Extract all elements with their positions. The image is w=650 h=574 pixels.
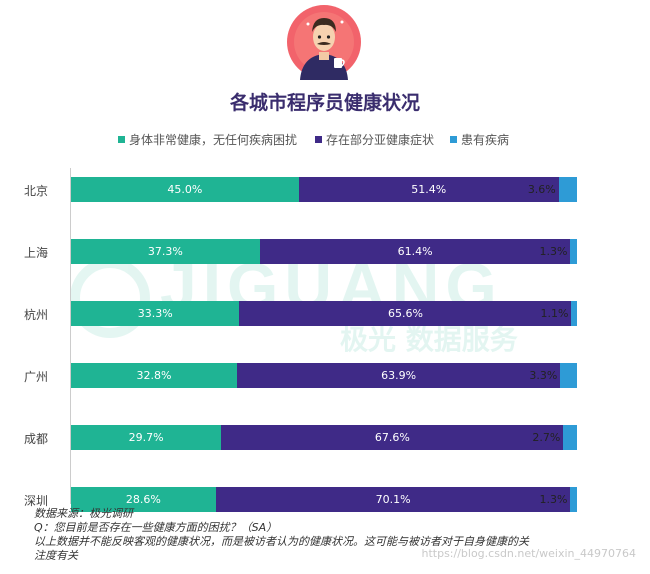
legend-swatch-ill [450, 136, 457, 143]
data-label-healthy: 37.3% [147, 245, 183, 258]
data-label-healthy: 32.8% [136, 369, 172, 382]
chart-legend: 身体非常健康，无任何疾病困扰 存在部分亚健康症状 患有疾病 [0, 131, 650, 149]
bar-segment-ill: 1.1% [540, 301, 577, 326]
bar-segment-subhealth: 61.4% [259, 239, 571, 264]
footnote-note-line2: 注度有关 [34, 549, 78, 562]
bar-segment-healthy: 37.3% [71, 239, 260, 264]
bar-segment-subhealth: 65.6% [239, 301, 572, 326]
data-label-ill: 1.3% [539, 493, 568, 506]
data-label-subhealth: 65.6% [387, 307, 423, 320]
footnote: 数据来源：极光调研 Q：您目前是否存在一些健康方面的困扰？（SA） 以上数据并不… [34, 507, 614, 563]
legend-item-ill: 患有疾病 [450, 131, 509, 148]
bar-segment-subhealth: 51.4% [298, 177, 559, 202]
data-label-ill: 3.3% [529, 369, 558, 382]
legend-swatch-healthy [118, 136, 125, 143]
category-label: 广州 [24, 370, 49, 384]
data-label-ill: 1.3% [539, 245, 568, 258]
stacked-bar: 37.3% 61.4% 1.3% [71, 239, 577, 264]
bar-segment-healthy: 28.6% [71, 487, 216, 512]
data-label-healthy: 28.6% [125, 493, 161, 506]
data-label-subhealth: 67.6% [374, 431, 410, 444]
data-label-ill: 2.7% [532, 431, 561, 444]
bar-segment-ill: 1.3% [539, 239, 577, 264]
stacked-bar: 29.7% 67.6% 2.7% [71, 425, 577, 450]
data-label-healthy: 29.7% [128, 431, 164, 444]
data-label-healthy: 45.0% [167, 183, 203, 196]
bar-segment-ill: 3.3% [529, 363, 577, 388]
bar-segment-healthy: 29.7% [71, 425, 222, 450]
url-watermark: https://blog.csdn.net/weixin_44970764 [421, 547, 636, 560]
category-axis-line [70, 168, 71, 504]
bar-segment-subhealth: 67.6% [221, 425, 564, 450]
chart-title: 各城市程序员健康状况 [229, 92, 420, 114]
legend-label-ill: 患有疾病 [461, 133, 510, 147]
data-label-subhealth: 63.9% [381, 369, 417, 382]
bar-segment-ill: 1.3% [539, 487, 577, 512]
footnote-note-line1: 以上数据并不能反映客观的健康状况，而是被访者认为的健康状况。这可能与被访者对于自… [34, 535, 529, 548]
bar-segment-healthy: 45.0% [71, 177, 299, 202]
bar-segment-subhealth: 63.9% [236, 363, 561, 388]
footnote-source: 数据来源：极光调研 [34, 507, 133, 520]
legend-label-healthy: 身体非常健康，无任何疾病困扰 [129, 133, 298, 147]
legend-label-subhealth: 存在部分亚健康症状 [326, 133, 435, 147]
stacked-bar: 28.6% 70.1% 1.3% [71, 487, 577, 512]
data-label-subhealth: 51.4% [411, 183, 447, 196]
bar-segment-healthy: 32.8% [71, 363, 237, 388]
bar-segment-ill: 2.7% [532, 425, 577, 450]
category-label: 北京 [24, 184, 49, 198]
brand-watermark-logo-icon [70, 258, 150, 338]
category-label: 成都 [24, 432, 49, 446]
stacked-bar: 33.3% 65.6% 1.1% [71, 301, 577, 326]
data-label-ill: 1.1% [540, 307, 569, 320]
category-label: 上海 [24, 246, 49, 260]
data-label-ill: 3.6% [527, 183, 556, 196]
legend-item-healthy: 身体非常健康，无任何疾病困扰 [118, 131, 297, 148]
programmer-avatar-icon [287, 5, 361, 80]
bar-segment-healthy: 33.3% [71, 301, 240, 326]
legend-item-subhealth: 存在部分亚健康症状 [315, 131, 434, 148]
data-label-subhealth: 61.4% [397, 245, 433, 258]
data-label-subhealth: 70.1% [375, 493, 411, 506]
bar-segment-subhealth: 70.1% [215, 487, 571, 512]
legend-swatch-subhealth [315, 136, 322, 143]
bar-segment-ill: 3.6% [528, 177, 577, 202]
stacked-bar: 32.8% 63.9% 3.3% [71, 363, 577, 388]
footnote-question: Q：您目前是否存在一些健康方面的困扰？（SA） [34, 521, 278, 534]
data-label-healthy: 33.3% [137, 307, 173, 320]
category-label: 杭州 [24, 308, 49, 322]
stacked-bar: 45.0% 51.4% 3.6% [71, 177, 577, 202]
category-label: 深圳 [24, 494, 49, 508]
